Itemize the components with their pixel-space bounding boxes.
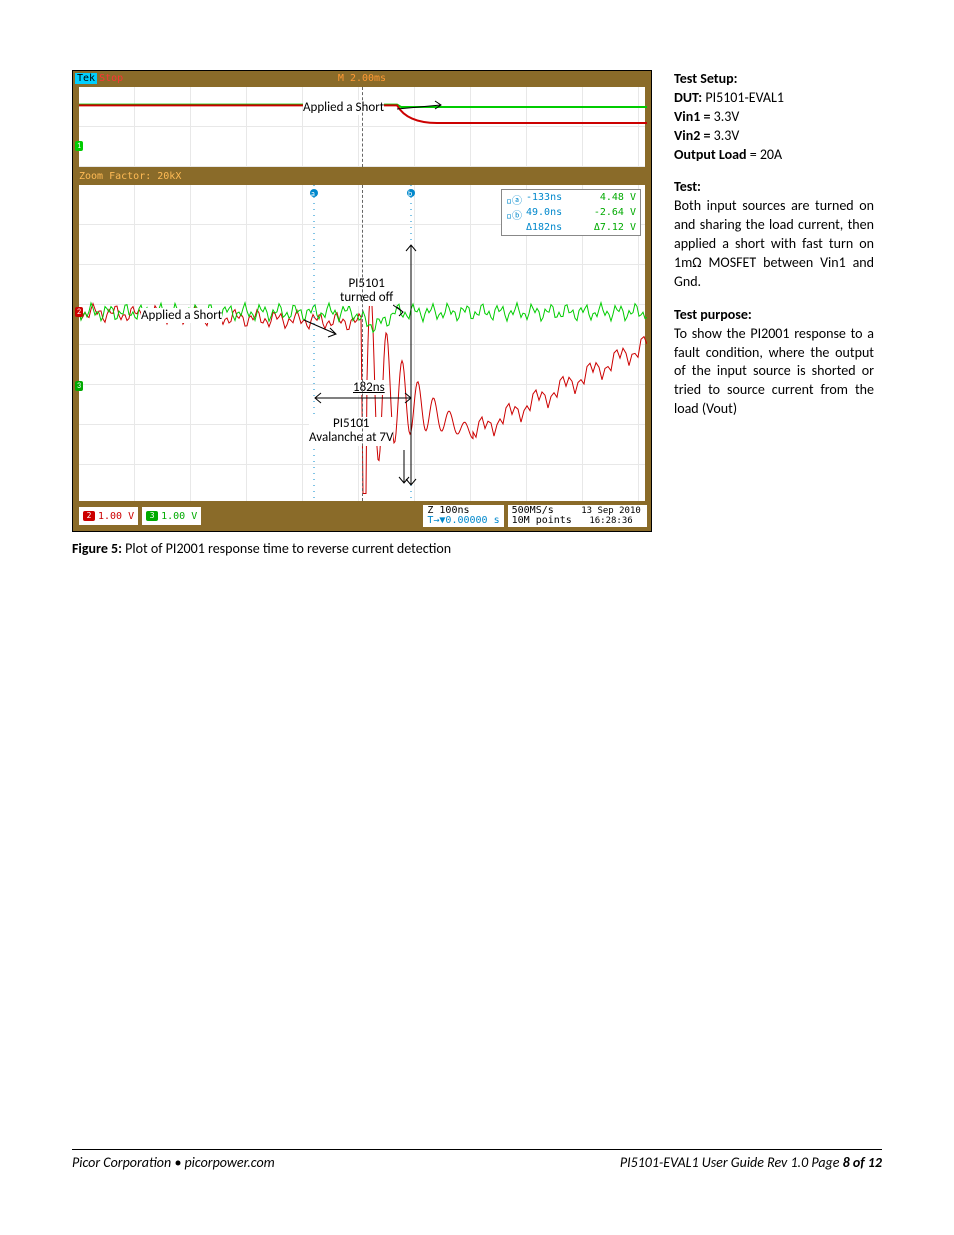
scope-footer: 21.00 V 31.00 V Z 100nsT→▼0.00000 s 500M… (79, 505, 645, 527)
scope-timestamp: 13 Sep 2010 16:28:36 (575, 505, 647, 527)
upper-traces (79, 87, 647, 167)
anno-turned-off: PI5101 turned off (340, 277, 393, 306)
scope-state: Stop (99, 73, 123, 84)
cursor-readout: ▫ⓐ-133ns4.48 V ▫ⓑ49.0ns-2.64 V Δ182nsΔ7.… (501, 189, 641, 236)
footer-left: Picor Corporation • picorpower.com (72, 1154, 275, 1171)
scope-timebase: M 2.00ms (338, 73, 386, 84)
anno-182ns: 182ns (353, 380, 385, 395)
scope-upper-plot: 1 Applied a Short (79, 87, 645, 167)
test-body: Both input sources are turned on and sha… (674, 197, 874, 291)
setup-heading: Test Setup: (674, 70, 738, 87)
ch1-marker: 1 (75, 141, 83, 151)
ch2-marker: 2 (75, 307, 83, 317)
scope-zoom-plot: a b 2 3 ▫ⓐ-133ns4.48 V ▫ⓑ49.0ns-2.64 V Δ… (79, 185, 645, 501)
anno-upper-short: Applied a Short (303, 100, 384, 115)
anno-applied-short: Applied a Short (141, 308, 222, 323)
test-heading: Test: (674, 178, 701, 195)
svg-text:a: a (311, 189, 315, 199)
anno-avalanche: PI5101 Avalanche at 7V (309, 417, 393, 446)
scope-header: TekStop M 2.00ms (75, 73, 649, 85)
sidebar-text: Test Setup: DUT: PI5101-EVAL1 Vin1 = 3.3… (674, 70, 874, 557)
figure-caption: Figure 5: Plot of PI2001 response time t… (72, 540, 652, 557)
purpose-body: To show the PI2001 response to a fault c… (674, 325, 874, 419)
svg-text:b: b (408, 189, 412, 199)
oscilloscope-screenshot: TekStop M 2.00ms 1 Applied a Short Zoom … (72, 70, 652, 532)
ch3-marker: 3 (75, 381, 83, 391)
page-footer: Picor Corporation • picorpower.com PI510… (72, 1149, 882, 1171)
footer-right: PI5101-EVAL1 User Guide Rev 1.0 Page 8 o… (620, 1154, 882, 1171)
zoom-factor-label: Zoom Factor: 20kX (79, 171, 181, 182)
scope-brand: Tek (75, 73, 97, 84)
purpose-heading: Test purpose: (674, 306, 752, 323)
